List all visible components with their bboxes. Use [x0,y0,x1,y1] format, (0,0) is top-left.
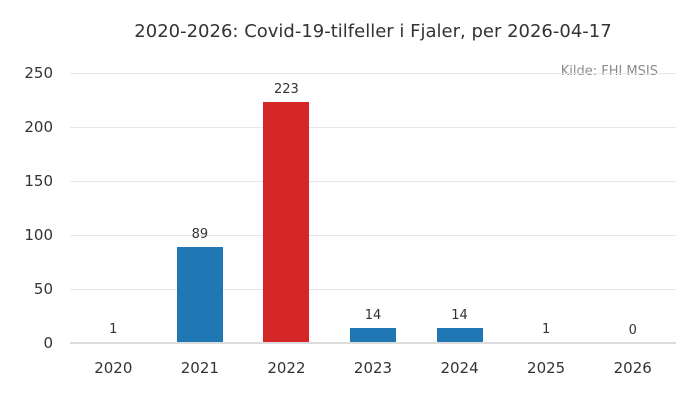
bar-value-label: 0 [628,323,637,338]
gridline [70,235,676,236]
gridline [70,289,676,290]
source-label: Kilde: FHI MSIS [557,63,661,81]
x-tick-label: 2025 [527,359,566,377]
bar [263,102,310,343]
y-tick-label: 50 [33,280,53,298]
bar-value-label: 89 [191,227,209,242]
bar-value-label: 14 [364,308,382,323]
gridline [70,127,676,128]
gridline [70,73,676,74]
bar-value-label: 1 [109,322,118,337]
y-tick-label: 0 [43,334,53,352]
bar-value-label: 223 [274,82,299,97]
bar [176,247,223,343]
y-tick-label: 250 [24,64,53,82]
x-tick-label: 2021 [180,359,219,377]
gridline [70,181,676,182]
x-tick-label: 2022 [267,359,306,377]
x-tick-label: 2026 [613,359,652,377]
y-tick-label: 150 [24,172,53,190]
x-tick-label: 2024 [440,359,479,377]
x-tick-label: 2020 [94,359,133,377]
y-tick-label: 200 [24,118,53,136]
bar-value-label: 14 [451,308,468,323]
chart-title: 2020-2026: Covid-19-tilfeller i Fjaler, … [134,21,612,42]
y-tick-label: 100 [24,226,53,244]
x-tick-label: 2023 [353,359,393,377]
bar [350,328,396,343]
x-axis-line [70,342,676,344]
bar-value-label: 1 [542,322,551,337]
bar [436,328,483,343]
